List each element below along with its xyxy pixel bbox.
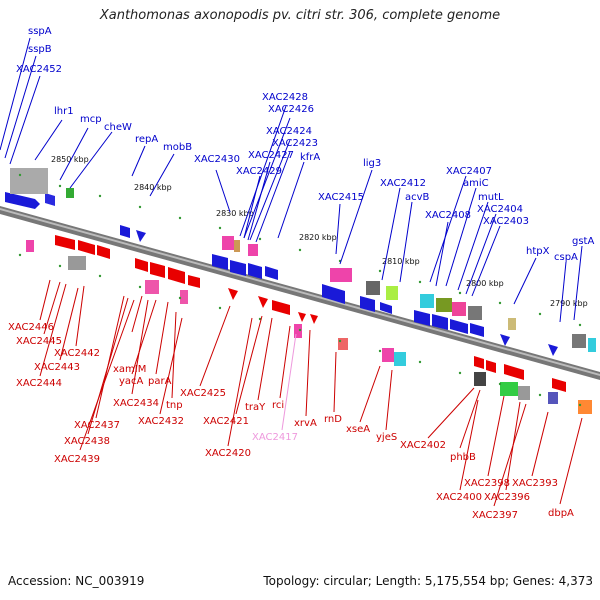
gene-label: XAC2423: [272, 138, 318, 149]
gene-label: rci: [272, 400, 284, 411]
gene-label: sspA: [28, 26, 52, 37]
gene-label: dbpA: [548, 508, 574, 519]
gene-label: XAC2396: [484, 492, 530, 503]
topology-label: Topology: circular; Length: 5,175,554 bp…: [263, 574, 593, 588]
gene-label: mcp: [80, 114, 102, 125]
gene-label: XAC2437: [74, 420, 120, 431]
gene-label: XAC2398: [464, 478, 510, 489]
gene-label: XAC2452: [16, 64, 62, 75]
gene-label: XAC2425: [180, 388, 226, 399]
gene-label: repA: [135, 134, 158, 145]
gene-label: XAC2445: [16, 336, 62, 347]
gene-label: kfrA: [300, 152, 320, 163]
gene-label: XAC2397: [472, 510, 518, 521]
kbp-label: 2820 kbp: [299, 233, 337, 242]
gene-label: amiC: [463, 178, 489, 189]
gene-label: XAC2408: [425, 210, 471, 221]
gene-label: XAC2443: [34, 362, 80, 373]
gene-label: cspA: [554, 252, 578, 263]
gene-label: XAC2421: [203, 416, 249, 427]
gene-label: tnp: [166, 400, 183, 411]
gene-label: XAC2417: [252, 432, 298, 443]
gene-label: XAC2404: [477, 204, 523, 215]
gene-label: xrvA: [294, 418, 317, 429]
gene-label: XAC2407: [446, 166, 492, 177]
gene-label: cheW: [104, 122, 132, 133]
kbp-label: 2830 kbp: [216, 209, 254, 218]
gene-label: XAC2438: [64, 436, 110, 447]
gene-label: XAC2400: [436, 492, 482, 503]
gene-label: rnD: [324, 414, 342, 425]
gene-label: XAC2442: [54, 348, 100, 359]
gene-label: XAC2446: [8, 322, 54, 333]
gene-label: XAC2444: [16, 378, 62, 389]
gene-label: XAC2434: [113, 398, 159, 409]
gene-label: lig3: [363, 158, 381, 169]
gene-label: XAC2415: [318, 192, 364, 203]
gene-label: acvB: [405, 192, 430, 203]
reverse-features: [55, 235, 566, 392]
gene-label: XAC2412: [380, 178, 426, 189]
gene-label: traY: [245, 402, 266, 413]
gene-label: XAC2426: [268, 104, 314, 115]
gene-label: XAC2439: [54, 454, 100, 465]
kbp-label: 2840 kbp: [134, 183, 172, 192]
gene-label: XAC2403: [483, 216, 529, 227]
gene-label: XAC2430: [194, 154, 240, 165]
gene-label: htpX: [526, 246, 550, 257]
gene-label: lhr1: [54, 106, 74, 117]
gene-label: XAC2428: [262, 92, 308, 103]
upper-leader-lines: [0, 37, 583, 323]
gene-label: yacA: [119, 376, 144, 387]
kbp-label: 2850 kbp: [51, 155, 89, 164]
gene-label: XAC2420: [205, 448, 251, 459]
gene-label: xseA: [346, 424, 370, 435]
lower-leader-lines: [39, 279, 583, 507]
gene-label: XAC2393: [512, 478, 558, 489]
accession-label: Accession: NC_003919: [8, 574, 145, 588]
gene-label: gstA: [572, 236, 594, 247]
gene-label: XAC2402: [400, 440, 446, 451]
kbp-label: 2790 kbp: [550, 299, 588, 308]
gene-label: XAC2429: [236, 166, 282, 177]
gene-label: phbB: [450, 452, 476, 463]
gene-label: mobB: [163, 142, 192, 153]
forward-features: [5, 192, 558, 356]
gene-label: XAC2427: [248, 150, 294, 161]
gene-label: sspB: [28, 44, 52, 55]
tick-dots: [18, 173, 582, 407]
gene-label: xamIM: [113, 364, 146, 375]
kbp-label: 2810 kbp: [382, 257, 420, 266]
gene-label: XAC2432: [138, 416, 184, 427]
gene-label: XAC2424: [266, 126, 312, 137]
kbp-label: 2800 kbp: [466, 279, 504, 288]
gene-label: mutL: [478, 192, 504, 203]
colored-blocks: [10, 168, 596, 414]
gene-label: parA: [148, 376, 172, 387]
gene-label: yjeS: [376, 432, 397, 443]
page-title: Xanthomonas axonopodis pv. citri str. 30…: [99, 8, 501, 23]
